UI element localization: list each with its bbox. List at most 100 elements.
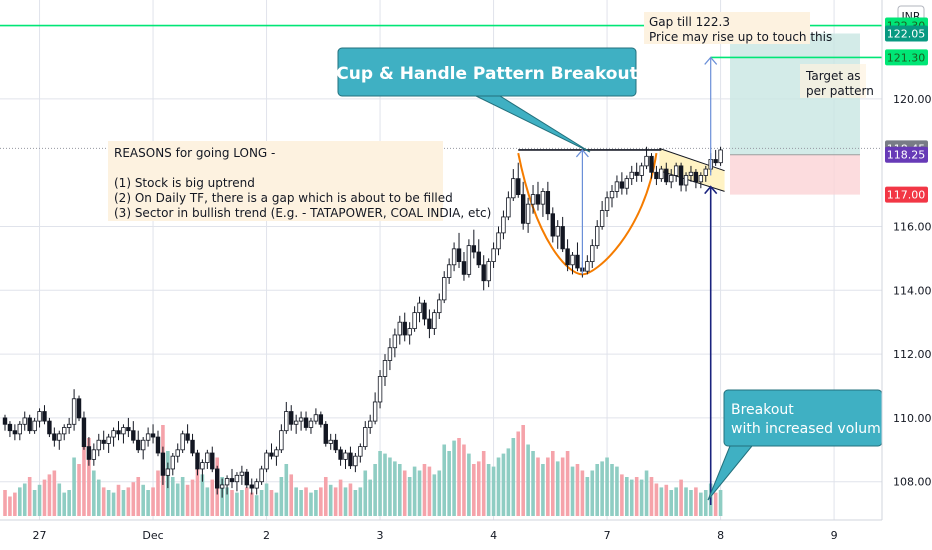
reasons-line: (1) Stock is big uptrend [114, 176, 255, 190]
volume-bar [491, 466, 496, 516]
volume-bar [47, 474, 52, 516]
candle-body [91, 449, 97, 460]
candle-body [466, 245, 472, 275]
candle-body [664, 168, 669, 183]
candle-body [229, 478, 235, 483]
volume-bar [42, 479, 47, 516]
cup-callout-box [337, 47, 637, 97]
candle-body [590, 245, 595, 262]
candle-body [599, 210, 605, 227]
candle-body [634, 171, 639, 176]
candle-body [131, 430, 136, 441]
volume-bar [180, 477, 185, 516]
time-tick-label: Dec [142, 529, 163, 542]
volume-bar [580, 470, 585, 516]
candle-body [7, 423, 13, 432]
volume-bar [521, 425, 525, 516]
volume-bar [146, 490, 150, 516]
volume-bar [649, 477, 654, 516]
time-axis[interactable]: 27 Dec 2 3 4 7 8 9 [0, 519, 932, 550]
target-note-line: per pattern [806, 84, 874, 98]
candle-body [293, 420, 299, 425]
candle-body [703, 168, 708, 176]
candle-body [308, 420, 314, 428]
handle-channel-bottom [659, 170, 725, 192]
candle-body [205, 452, 210, 463]
candle-body [540, 191, 546, 205]
volume-bar [259, 490, 264, 516]
volume-bar [674, 487, 678, 516]
volume-bar [393, 461, 397, 516]
candle-body [313, 414, 319, 422]
candle-body [673, 165, 679, 176]
candle-body [639, 165, 644, 176]
reasons-line: (2) On Daily TF, there is a gap which is… [114, 191, 453, 205]
price-tick-label: 110.00 [893, 412, 932, 425]
volume-bar [363, 470, 368, 516]
candle-body [693, 171, 699, 183]
price-axis[interactable]: 108.00110.00112.00114.00116.00120.00INR1… [881, 0, 932, 550]
time-tick-label: 2 [263, 529, 270, 542]
volume-bar [570, 466, 575, 516]
candle-body [432, 312, 437, 329]
volume-bar [654, 483, 659, 516]
candle-body [17, 423, 23, 435]
candle-body [140, 439, 146, 451]
volume-bar [476, 461, 481, 516]
volume-bar [442, 444, 447, 516]
volume-bar [679, 479, 683, 516]
candle-body [446, 264, 452, 278]
candle-body [239, 471, 245, 476]
volume-bar [615, 466, 619, 516]
time-tick-label: 3 [377, 529, 384, 542]
candle-body [629, 171, 634, 180]
time-tick-label: 8 [717, 529, 724, 542]
volume-bar [289, 474, 294, 516]
candle-body [32, 420, 37, 432]
target-note-bg [800, 64, 866, 98]
candle-body [387, 347, 393, 361]
volume-bar [294, 487, 298, 516]
candle-body [402, 321, 407, 336]
volume-bar [264, 483, 269, 516]
candle-body [160, 452, 166, 476]
candle-body [545, 191, 551, 215]
candle-body [496, 232, 501, 250]
volume-bar [664, 484, 669, 516]
volume-bar [254, 495, 259, 516]
volume-bar [644, 470, 649, 516]
volume-bar [96, 479, 101, 516]
volume-bar [72, 457, 76, 516]
volume-bar [18, 487, 22, 516]
candle-body [165, 468, 171, 476]
volume-bar [546, 457, 550, 516]
volume-bar [659, 487, 664, 516]
volume-bar [536, 457, 540, 516]
candle-body [210, 452, 215, 470]
price-label-box [885, 146, 928, 163]
time-axis-bg [0, 520, 932, 550]
volume-bar [447, 451, 451, 516]
candle-body [338, 449, 343, 460]
volume-bar [689, 490, 693, 516]
volume-bar [541, 464, 545, 516]
candle-body [476, 251, 481, 266]
candle-body [175, 449, 180, 457]
candle-body [417, 302, 422, 314]
volume-bar [516, 431, 521, 516]
volume-bar [338, 479, 343, 516]
price-label-text: 117.00 [887, 189, 926, 202]
volume-bar [368, 479, 372, 516]
volume-bar [57, 483, 62, 516]
volume-bar [402, 470, 407, 516]
candle-body [506, 197, 511, 218]
volume-bar [136, 477, 141, 516]
candle-body [195, 452, 200, 470]
volume-bar [462, 444, 466, 516]
volume-bar [170, 477, 175, 516]
volume-bar [8, 496, 12, 516]
volume-bar [629, 479, 634, 516]
candle-body [377, 376, 383, 403]
volume-bar [131, 482, 136, 516]
